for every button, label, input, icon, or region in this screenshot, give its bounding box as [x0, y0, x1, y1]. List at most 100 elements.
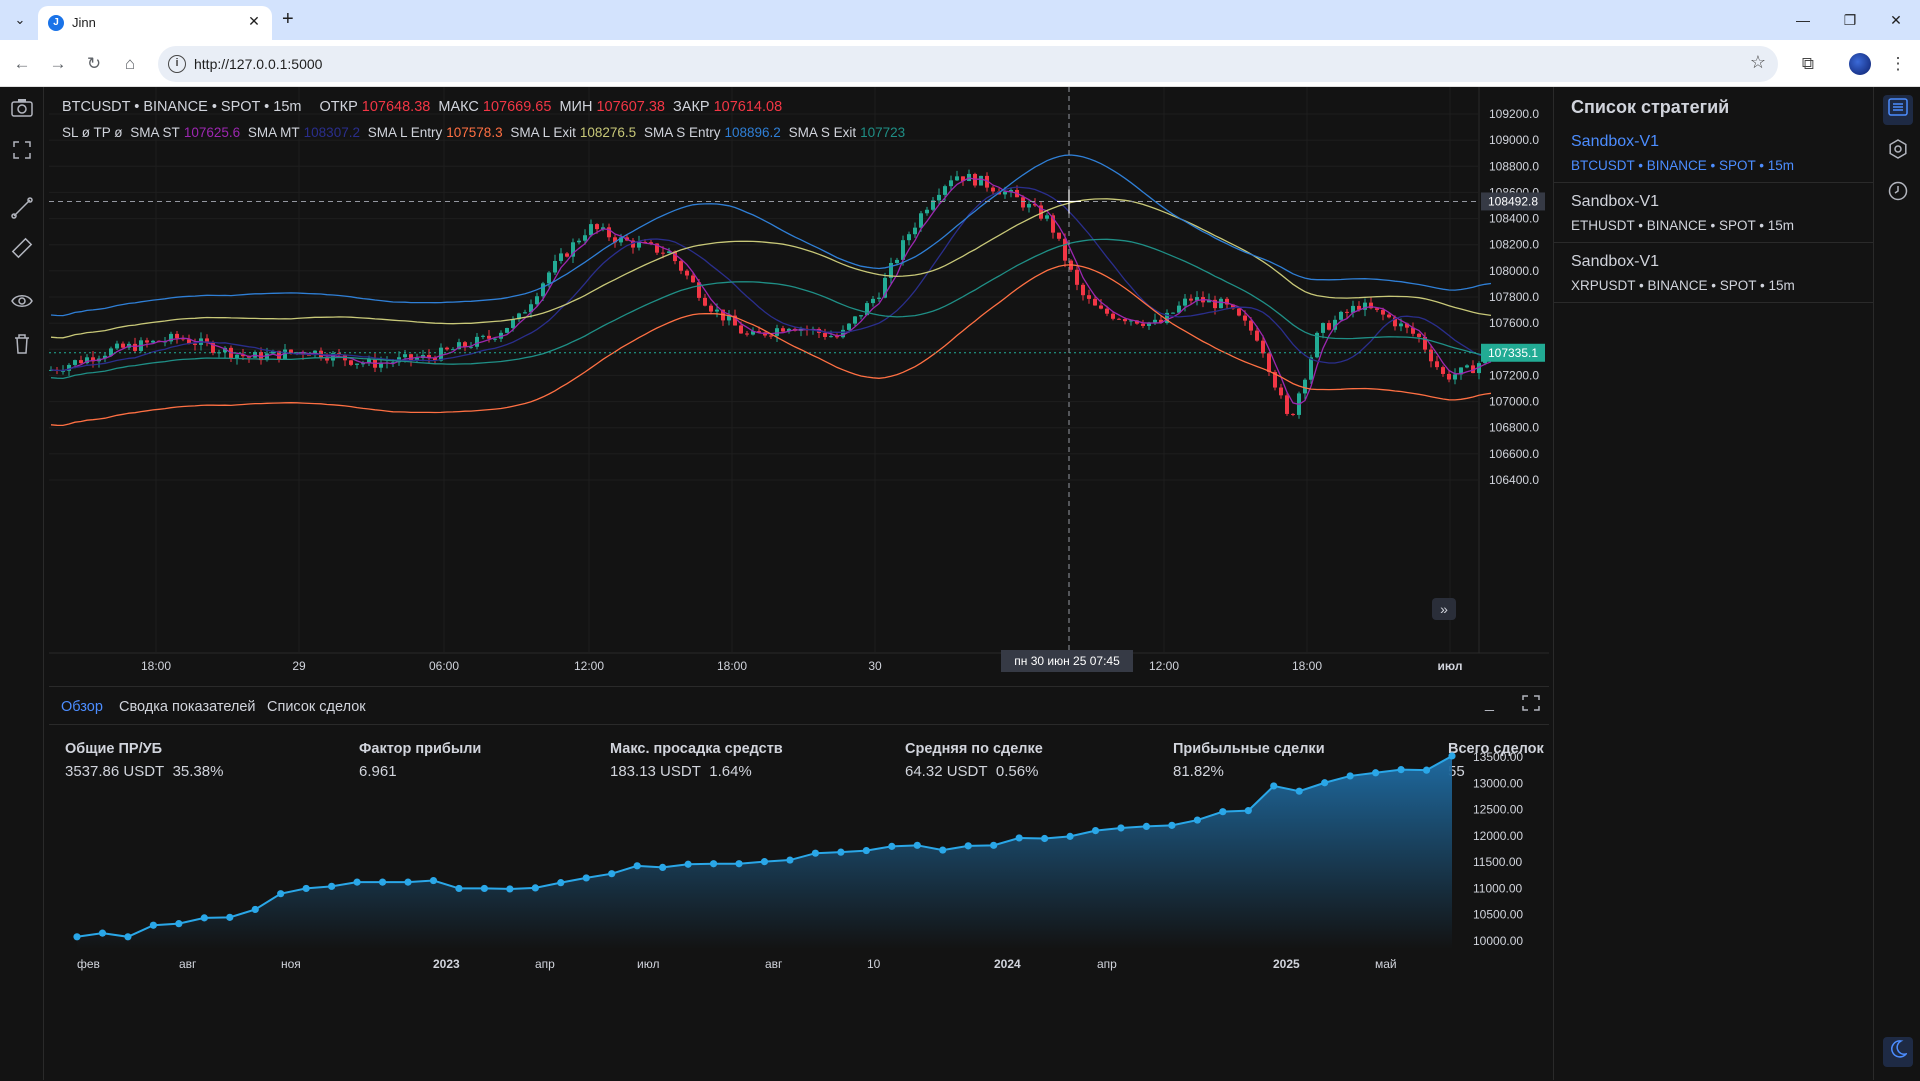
price-tick-label: 108200.0 — [1489, 238, 1539, 252]
candle-body — [571, 242, 575, 257]
profile-avatar[interactable] — [1849, 53, 1871, 75]
equity-point — [811, 849, 820, 857]
url-text[interactable]: http://127.0.0.1:5000 — [194, 56, 323, 72]
extensions-icon[interactable]: ⧉ — [1801, 54, 1815, 73]
candle-body — [619, 237, 623, 243]
tab-close-icon[interactable]: ✕ — [248, 13, 260, 29]
list-icon[interactable] — [1883, 95, 1913, 125]
camera-icon[interactable] — [10, 98, 34, 122]
tab-overview[interactable]: Обзор — [61, 699, 103, 715]
equity-point — [633, 862, 641, 870]
candle-body — [205, 338, 209, 343]
minimize-panel-icon[interactable]: _ — [1485, 695, 1494, 712]
address-bar[interactable]: i http://127.0.0.1:5000 ☆ — [158, 46, 1778, 82]
candle-body — [679, 261, 683, 271]
ruler-icon[interactable] — [10, 237, 34, 261]
symbol-label: BTCUSDT • BINANCE • SPOT • 15m — [62, 99, 302, 115]
equity-point — [684, 860, 692, 868]
equity-x-tick-label: авг — [765, 957, 783, 971]
candle-body — [553, 260, 557, 273]
candle-body — [211, 342, 215, 353]
candle-body — [1225, 298, 1229, 305]
restore-icon[interactable]: ❐ — [1843, 12, 1857, 28]
minimize-icon[interactable]: — — [1796, 12, 1810, 28]
candle-body — [469, 346, 473, 348]
forward-icon[interactable]: → — [49, 54, 67, 73]
candle-body — [325, 358, 329, 361]
candle-body — [955, 176, 959, 181]
candle-body — [1141, 323, 1145, 326]
candle-body — [265, 353, 269, 361]
strategy-item[interactable]: Sandbox-V1 XRPUSDT • BINANCE • SPOT • 15… — [1554, 243, 1874, 303]
equity-point — [1066, 832, 1074, 840]
candle-body — [1195, 297, 1199, 301]
candle-body — [271, 350, 275, 354]
candle-body — [277, 350, 281, 360]
price-chart[interactable]: 109200.0 109000.0 108800.0 108600.0 108400.0… — [49, 87, 1549, 680]
candle-body — [637, 241, 641, 248]
browser-tab[interactable]: J Jinn ✕ — [38, 6, 272, 40]
trash-icon[interactable] — [10, 333, 34, 357]
candle-body — [919, 213, 923, 228]
candle-body — [883, 277, 887, 298]
trend-line-icon[interactable] — [10, 197, 34, 221]
tab-search-icon[interactable]: ⌄ — [14, 12, 26, 27]
metric-value: 3537.86 USDT 35.38% — [65, 763, 224, 780]
back-icon[interactable]: ← — [13, 54, 31, 73]
strategy-item[interactable]: Sandbox-V1 ETHUSDT • BINANCE • SPOT • 15… — [1554, 183, 1874, 243]
equity-point — [1040, 834, 1049, 843]
equity-curve-chart[interactable]: 13500.00 13000.00 12500.00 12000.00 11500.00… — [49, 687, 1549, 1081]
reload-icon[interactable]: ↻ — [86, 54, 102, 73]
equity-point — [175, 920, 183, 928]
crosshair-time-tag — [1001, 650, 1133, 672]
candle-body — [1081, 284, 1085, 296]
equity-x-tick-label: 2023 — [433, 957, 460, 971]
candle-body — [1039, 205, 1043, 219]
price-tick-label: 109000.0 — [1489, 133, 1539, 147]
fullscreen-icon[interactable] — [10, 140, 34, 164]
candle-body — [175, 333, 179, 339]
site-info-icon[interactable]: i — [168, 55, 186, 73]
settings-icon[interactable] — [1883, 138, 1913, 168]
metric-value: 55 — [1448, 763, 1465, 780]
equity-point — [277, 890, 285, 898]
new-tab-icon[interactable]: + — [282, 8, 294, 30]
strategy-item[interactable]: Sandbox-V1 BTCUSDT • BINANCE • SPOT • 15… — [1554, 123, 1874, 183]
tab-performance-summary[interactable]: Сводка показателей — [119, 699, 256, 715]
candle-body — [1135, 320, 1139, 324]
sma-s-exit-label: SMA S Exit — [788, 125, 857, 140]
equity-x-tick-label: апр — [535, 957, 555, 971]
tab-trades-list[interactable]: Список сделок — [267, 699, 366, 715]
scroll-to-realtime-button[interactable]: » — [1432, 598, 1456, 620]
home-icon[interactable]: ⌂ — [124, 54, 136, 73]
high-label: МАКС — [438, 99, 479, 115]
open-label: ОТКР — [319, 99, 358, 115]
menu-icon[interactable]: ⋮ — [1889, 54, 1907, 73]
equity-point — [608, 870, 616, 878]
bookmark-star-icon[interactable]: ☆ — [1749, 52, 1766, 72]
candle-body — [169, 333, 173, 342]
sma-s-entry-line — [50, 154, 1492, 317]
candle-chart-svg[interactable]: 109200.0109000.0108800.0108600.0108400.0… — [49, 87, 1549, 680]
candle-body — [1177, 305, 1181, 313]
candle-body — [475, 336, 479, 347]
candle-body — [1279, 387, 1283, 396]
strategy-name: Sandbox-V1 — [1571, 253, 1660, 270]
moon-icon[interactable] — [1883, 1037, 1913, 1067]
equity-point — [760, 858, 769, 866]
candle-body — [355, 363, 359, 365]
metric-win-rate: Прибыльные сделки 81.82% — [1173, 741, 1325, 780]
window-close-icon[interactable]: ✕ — [1890, 12, 1902, 28]
candle-body — [1057, 232, 1061, 239]
equity-y-tick-label: 11500.00 — [1473, 855, 1522, 869]
candle-body — [1093, 298, 1097, 306]
candle-body — [1399, 323, 1403, 327]
candle-body — [1345, 311, 1349, 313]
candle-body — [1369, 302, 1373, 309]
equity-point — [429, 876, 438, 885]
candle-body — [871, 298, 875, 304]
clock-icon[interactable] — [1883, 180, 1913, 210]
eye-icon[interactable] — [10, 292, 34, 316]
equity-x-tick-label: ноя — [281, 957, 301, 971]
candle-body — [1147, 322, 1151, 326]
